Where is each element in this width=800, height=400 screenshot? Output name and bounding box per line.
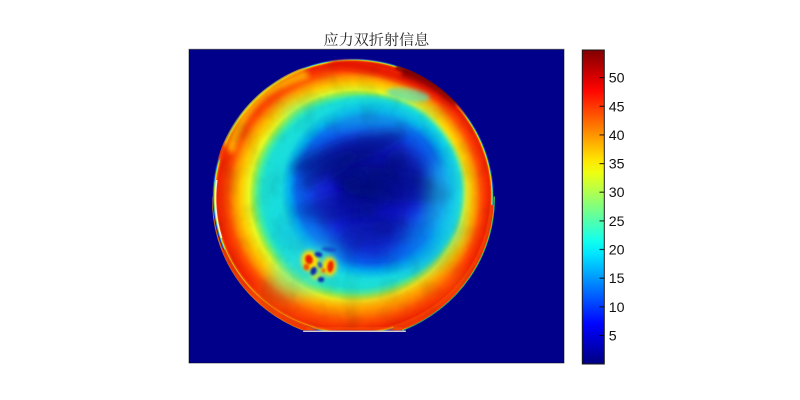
svg-text:40: 40 [609,128,625,144]
svg-text:20: 20 [609,243,625,259]
svg-text:45: 45 [609,99,625,115]
svg-text:15: 15 [609,271,625,287]
svg-text:10: 10 [609,300,625,316]
svg-text:5: 5 [609,329,617,345]
svg-text:35: 35 [609,157,625,173]
svg-text:30: 30 [609,185,625,201]
svg-text:25: 25 [609,214,625,230]
svg-text:50: 50 [609,71,625,87]
